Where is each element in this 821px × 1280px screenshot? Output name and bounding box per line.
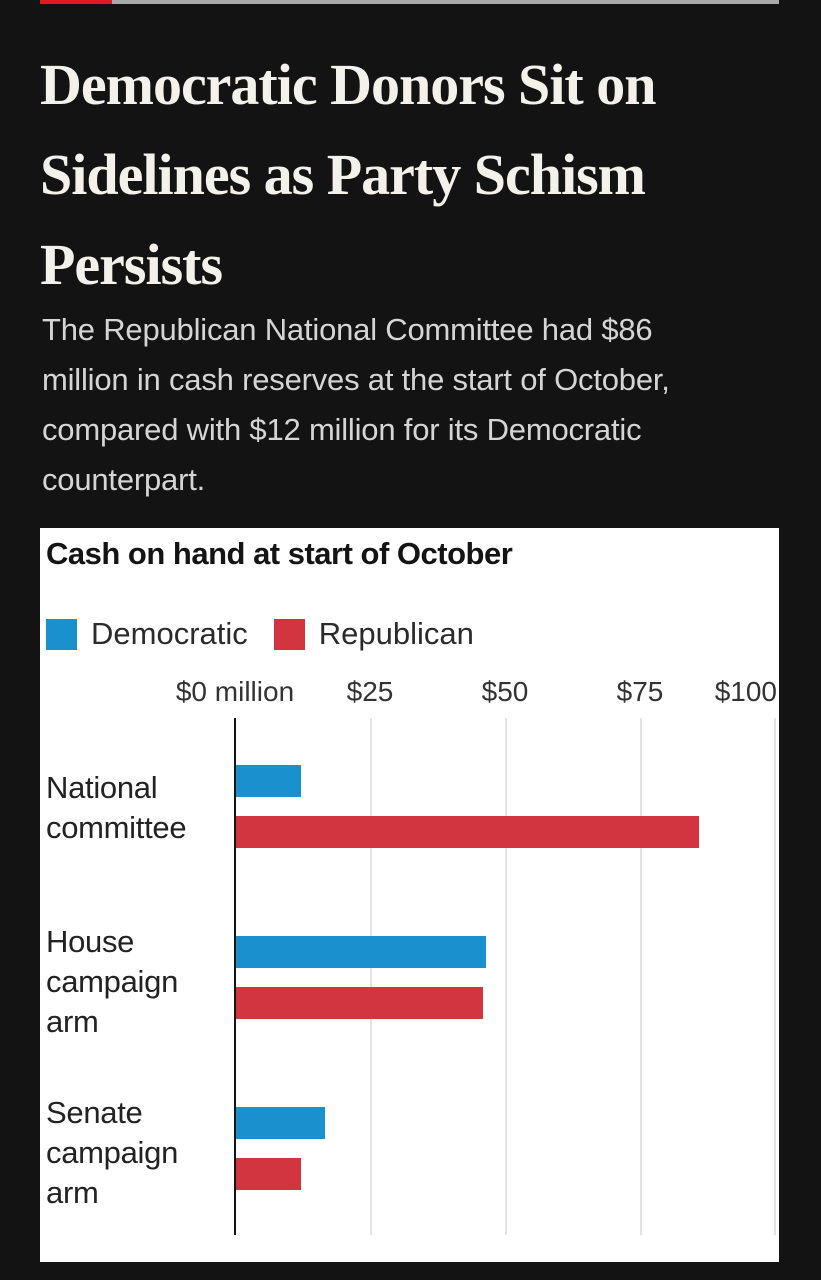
x-tick-25: $25 [346,676,394,707]
article-dek: The Republican National Committee had $8… [42,305,783,505]
bar-house-campaign-arm-republican [236,987,483,1019]
dek-line: The Republican National Committee had $8… [42,312,653,347]
dek-line: compared with $12 million for its Democr… [42,412,642,447]
legend-swatch-democratic [46,618,77,650]
x-tick-0: $0 million [175,676,295,707]
bar-national-committee-republican [236,816,699,848]
dek-line: million in cash reserves at the start of… [42,362,670,397]
headline-line: Democratic Donors Sit on [40,52,657,117]
bar-senate-campaign-arm-democratic [236,1107,325,1139]
chart-legend: Democratic Republican [46,616,474,652]
gridline-100 [774,718,776,1235]
gridline-75 [640,718,642,1235]
x-axis-tick-labels: $0 million $25 $50 $75 $100 [40,676,779,710]
category-label-senate-campaign-arm: Senate campaign arm [46,1095,179,1210]
legend-label-democratic: Democratic [91,616,248,651]
legend-label-republican: Republican [318,616,474,651]
category-label-national-committee: National committee [46,770,187,845]
chart-title: Cash on hand at start of October [46,536,513,571]
bar-senate-campaign-arm-republican [236,1158,301,1190]
plot-area: National committee House campaign arm Se… [40,718,779,1235]
article-headline: Democratic Donors Sit on Sidelines as Pa… [40,40,781,310]
legend-item-republican: Republican [273,616,474,652]
legend-item-democratic: Democratic [46,616,248,652]
headline-line: Sidelines as Party Schism [40,142,646,207]
legend-swatch-republican [273,618,305,650]
reading-progress-fill [40,0,112,4]
reading-progress-track [40,0,779,4]
dek-line: counterpart. [42,462,206,497]
bar-national-committee-democratic [236,765,301,797]
y-axis-line [234,718,236,1235]
bar-house-campaign-arm-democratic [236,936,486,968]
x-tick-50: $50 [481,676,529,707]
gridline-25 [370,718,372,1235]
headline-line: Persists [40,232,223,297]
category-label-house-campaign-arm: House campaign arm [46,924,179,1039]
chart-card: Cash on hand at start of October Democra… [40,528,779,1262]
x-tick-75: $75 [616,676,664,707]
x-tick-100: $100 [714,676,777,707]
gridline-50 [505,718,507,1235]
